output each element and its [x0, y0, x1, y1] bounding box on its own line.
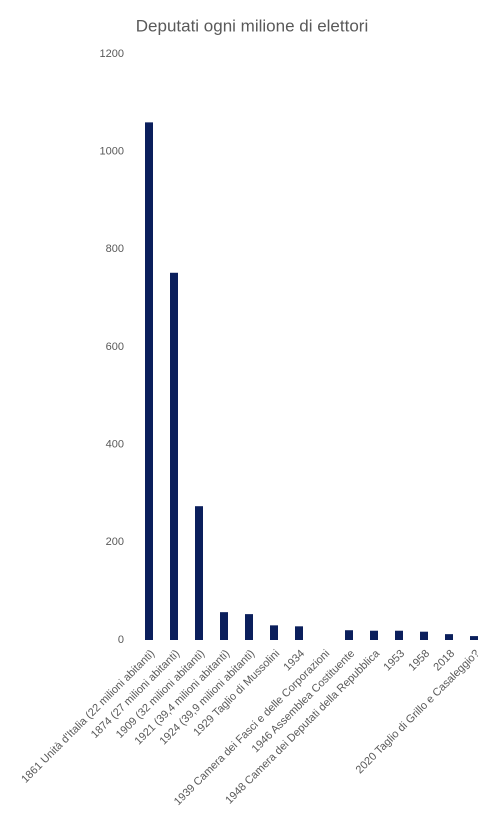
y-tick-label: 0 — [118, 634, 124, 646]
chart-title: Deputati ogni milione di elettori — [136, 16, 368, 35]
y-tick-label: 200 — [106, 536, 124, 548]
x-tick-label: 1958 — [406, 648, 432, 674]
bar — [170, 272, 178, 640]
bar — [395, 630, 403, 640]
bar — [470, 636, 478, 640]
bar — [220, 612, 228, 640]
bar — [245, 614, 253, 640]
bar — [345, 630, 353, 640]
bar — [420, 631, 428, 640]
bar — [370, 630, 378, 640]
x-tick-label: 1953 — [381, 648, 407, 674]
bar — [295, 626, 303, 640]
y-tick-label: 800 — [106, 243, 124, 255]
y-tick-label: 1200 — [100, 48, 124, 60]
bar — [145, 122, 153, 640]
y-tick-label: 600 — [106, 341, 124, 353]
y-tick-label: 400 — [106, 439, 124, 451]
y-tick-label: 1000 — [100, 146, 124, 158]
bar — [270, 625, 278, 640]
bar — [195, 506, 203, 640]
bar — [445, 634, 453, 640]
